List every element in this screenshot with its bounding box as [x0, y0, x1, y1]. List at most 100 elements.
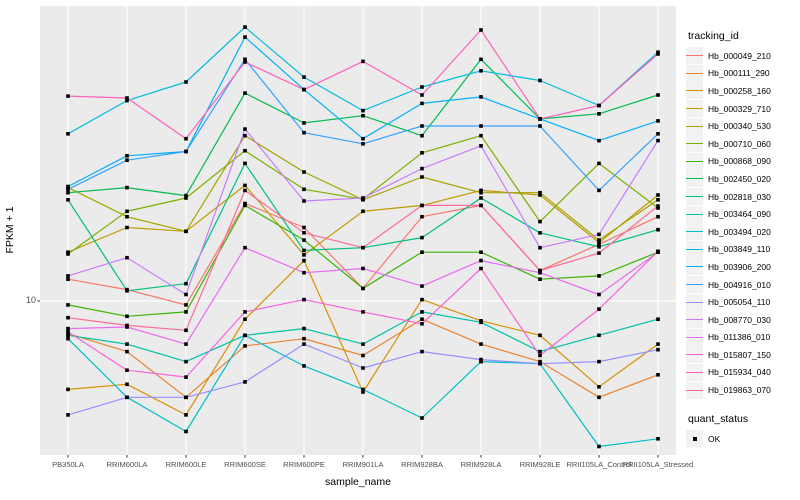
- legend-key-line-icon: [686, 336, 703, 338]
- data-point: [302, 187, 306, 192]
- data-point: [538, 353, 542, 358]
- legend-item-label: Hb_000258_160: [708, 85, 771, 96]
- data-point: [597, 103, 601, 108]
- legend-item-label: Hb_003906_200: [708, 261, 771, 272]
- data-point: [538, 245, 542, 250]
- data-point: [66, 132, 70, 136]
- legend-key: [686, 223, 703, 241]
- data-point: [184, 193, 188, 198]
- legend-key: [686, 152, 703, 170]
- legend-item-label: Hb_015807_150: [708, 349, 771, 360]
- data-point: [361, 209, 365, 214]
- legend-key-line-icon: [686, 143, 703, 145]
- data-point: [243, 60, 247, 64]
- data-point: [243, 25, 247, 29]
- data-point: [479, 133, 483, 138]
- legend-key-line-icon: [686, 319, 703, 321]
- data-point: [302, 326, 306, 331]
- x-tick-label: PB350LA: [52, 460, 84, 469]
- data-point: [597, 245, 601, 249]
- data-point: [184, 196, 188, 200]
- data-point: [538, 359, 542, 364]
- data-point: [125, 214, 129, 219]
- data-point: [538, 277, 542, 281]
- data-point: [302, 225, 306, 230]
- data-point: [479, 357, 483, 362]
- legend-key-line-icon: [686, 178, 703, 180]
- data-point: [597, 274, 601, 278]
- data-point: [361, 59, 365, 64]
- data-point: [125, 289, 129, 293]
- data-point: [361, 353, 365, 358]
- legend-key: [686, 240, 703, 258]
- data-point: [125, 368, 129, 372]
- legend-key-line-icon: [686, 72, 703, 74]
- legend-item-Hb_003849_110: Hb_003849_110: [686, 240, 798, 259]
- data-point: [66, 252, 70, 256]
- legend-item-label: Hb_015934_040: [708, 367, 771, 378]
- data-point: [538, 333, 542, 338]
- data-point: [184, 136, 188, 141]
- data-point: [361, 196, 365, 200]
- data-point: [184, 303, 188, 307]
- data-point: [302, 248, 306, 253]
- data-point: [125, 96, 129, 100]
- data-point: [184, 359, 188, 364]
- data-point: [125, 185, 129, 190]
- legend-key: [686, 346, 703, 364]
- legend-item-label: Hb_002818_030: [708, 191, 771, 202]
- legend-item-Hb_000049_210: Hb_000049_210: [686, 47, 798, 65]
- data-point: [125, 98, 129, 103]
- legend-item-Hb_000710_060: Hb_000710_060: [686, 135, 798, 153]
- data-point: [66, 326, 70, 331]
- legend-item-Hb_002450_020: Hb_002450_020: [686, 170, 798, 188]
- data-point: [420, 284, 424, 288]
- data-point: [656, 193, 660, 197]
- legend-item-label: Hb_011386_010: [708, 332, 771, 343]
- legend-item-ok: OK: [686, 430, 798, 448]
- data-point: [420, 349, 424, 354]
- legend-key-line-icon: [686, 354, 703, 356]
- data-point: [420, 310, 424, 314]
- legend-item-label: Hb_002450_020: [708, 173, 771, 184]
- data-point: [656, 249, 660, 254]
- square-marker-icon: [692, 436, 697, 441]
- data-point: [243, 161, 247, 166]
- data-point: [184, 395, 188, 400]
- legend-title-tracking-id: tracking_id: [688, 30, 739, 42]
- data-point: [125, 154, 129, 158]
- legend-item-label: Hb_000329_710: [708, 103, 771, 114]
- legend: tracking_id Hb_000049_210 Hb_000111_290 Hb…: [686, 30, 798, 448]
- data-point: [361, 366, 365, 370]
- legend-item-Hb_008770_030: Hb_008770_030: [686, 311, 798, 329]
- data-point: [656, 138, 660, 143]
- data-point: [420, 124, 424, 128]
- legend-item-label: Hb_008770_030: [708, 314, 771, 325]
- data-point: [66, 336, 70, 341]
- data-point: [479, 258, 483, 263]
- data-point: [66, 303, 70, 307]
- legend-key-line-icon: [686, 284, 703, 286]
- data-point: [361, 266, 365, 271]
- data-point: [243, 344, 247, 348]
- data-point: [479, 320, 483, 325]
- data-point: [656, 342, 660, 346]
- data-point: [302, 270, 306, 275]
- data-point: [420, 93, 424, 97]
- data-point: [538, 219, 542, 224]
- legend-key: [686, 170, 703, 188]
- data-point: [302, 130, 306, 135]
- data-point: [243, 148, 247, 153]
- data-point: [656, 52, 660, 56]
- data-point: [184, 281, 188, 286]
- quant-ok-key: [686, 430, 703, 448]
- data-point: [66, 330, 70, 334]
- data-point: [656, 119, 660, 123]
- data-point: [538, 190, 542, 195]
- data-point: [361, 136, 365, 141]
- data-point: [66, 277, 70, 281]
- legend-key-line-icon: [686, 266, 703, 268]
- legend-item-Hb_000329_710: Hb_000329_710: [686, 100, 798, 118]
- data-point: [597, 138, 601, 143]
- data-point: [656, 198, 660, 202]
